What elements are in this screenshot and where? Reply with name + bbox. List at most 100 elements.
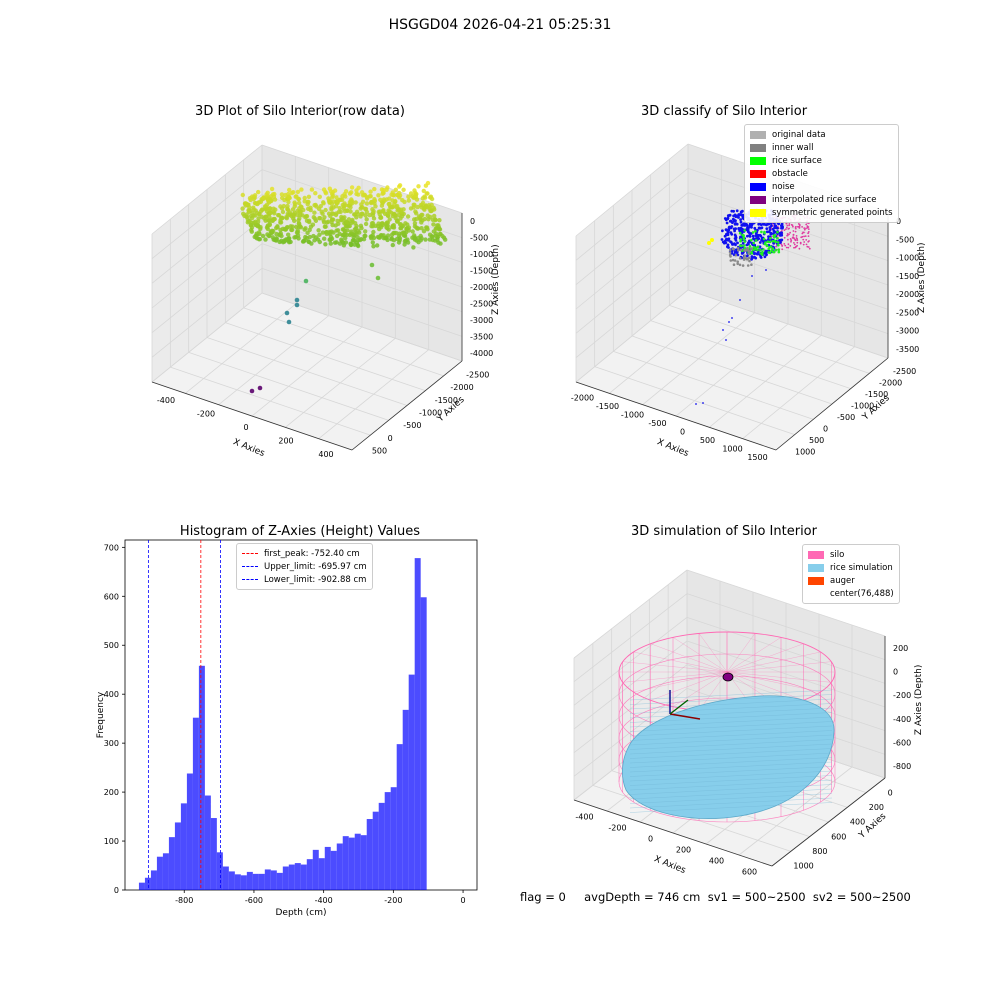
noise-point: [766, 222, 769, 226]
interpolated-surface-point: [787, 246, 790, 249]
x-tick-label: -600: [245, 896, 263, 905]
raw-data-point: [402, 230, 407, 236]
raw-data-point: [386, 201, 391, 207]
raw-data-point: [343, 194, 348, 199]
raw-data-point: [395, 203, 400, 209]
raw-data-point: [385, 211, 390, 217]
rice-mesh-line: [629, 712, 833, 723]
raw-data-point: [317, 239, 322, 245]
raw-data-point: [437, 218, 442, 223]
classify-x-tick-label: -500: [648, 419, 666, 428]
sim-y-tick-label: 200: [869, 803, 884, 812]
raw-data-point: [329, 201, 334, 207]
raw-data-point: [386, 227, 391, 232]
noise-point: [728, 321, 730, 323]
noise-point: [727, 226, 731, 229]
noise-point: [745, 254, 749, 258]
sim-y-tick-label: 600: [831, 832, 846, 841]
raw-data-point: [305, 202, 310, 207]
sim-x-axis-line: [573, 799, 773, 867]
raw-data-point: [282, 238, 287, 243]
noise-point: [742, 222, 746, 226]
interpolated-surface-point: [796, 241, 799, 244]
raw-data-point: [393, 187, 398, 192]
noise-point: [780, 226, 783, 230]
rice-surface-point: [754, 239, 758, 242]
raw-data-point: [391, 238, 397, 243]
raw-data-point: [363, 233, 368, 239]
raw-z-tick-label: -500: [470, 234, 488, 243]
noise-point: [763, 223, 767, 226]
inner-wall-point: [729, 259, 733, 262]
sim-y-axis-line: [771, 777, 886, 867]
interpolated-surface-point: [803, 227, 806, 230]
interpolated-surface-point: [799, 242, 802, 245]
raw-data-point: [367, 212, 372, 218]
noise-point: [735, 214, 739, 218]
noise-point: [733, 250, 737, 254]
noise-point: [757, 226, 761, 230]
symmetric-point: [707, 241, 711, 245]
raw-data-point: [342, 215, 347, 220]
legend-entry: inner wall: [750, 141, 893, 154]
histogram-bar: [306, 859, 313, 890]
raw-data-point: [331, 230, 336, 235]
legend-line-swatch: [242, 553, 258, 554]
noise-point: [732, 227, 736, 231]
inner-wall-point: [744, 249, 747, 252]
raw-z-tick-label: -2500: [470, 299, 493, 308]
raw-data-point: [427, 237, 433, 242]
raw-data-point: [267, 233, 272, 238]
raw-data-point: [306, 239, 312, 245]
noise-point: [731, 221, 734, 225]
noise-point: [756, 252, 759, 256]
raw-data-point: [258, 199, 264, 204]
silo-roof-line: [622, 661, 728, 673]
raw-data-point: [356, 243, 361, 249]
histogram-bar: [228, 871, 235, 890]
raw-data-point: [289, 227, 295, 233]
raw-data-point: [264, 214, 269, 219]
interpolated-surface-point: [790, 240, 792, 243]
raw-data-point: [298, 204, 303, 209]
interpolated-surface-point: [783, 243, 786, 245]
raw-data-point: [272, 211, 277, 216]
interpolated-surface-point: [807, 231, 810, 233]
rice-surface-point: [769, 237, 772, 240]
raw-data-point: [399, 214, 405, 219]
legend-entry: rice surface: [750, 154, 893, 167]
raw-data-point: [331, 205, 336, 210]
noise-point: [758, 241, 762, 244]
rice-surface-point: [768, 240, 772, 244]
rice-mesh-line: [629, 784, 833, 795]
rice-mesh-line: [629, 743, 833, 755]
interpolated-surface-point: [794, 246, 797, 249]
interpolated-surface-point: [781, 230, 783, 232]
interpolated-surface-point: [797, 225, 799, 228]
raw-data-point: [282, 197, 287, 203]
raw-data-point: [403, 221, 408, 226]
histogram-legend: first_peak: -752.40 cm Upper_limit: -695.…: [236, 543, 373, 590]
legend-swatch: [808, 576, 824, 585]
raw-data-point: [364, 194, 369, 200]
noise-point: [748, 225, 752, 229]
raw-data-point: [330, 217, 336, 222]
raw-data-point: [443, 237, 448, 242]
raw-data-point: [395, 192, 400, 198]
y-tick-label: 400: [104, 690, 119, 699]
raw-data-point: [342, 228, 347, 233]
noise-point: [748, 234, 751, 237]
interpolated-surface-point: [785, 226, 788, 229]
rice-surface-point: [750, 238, 753, 242]
raw-data-point: [412, 224, 418, 229]
interpolated-surface-point: [805, 227, 807, 230]
raw-y-tick-label: -1500: [435, 396, 458, 405]
raw-data-point: [347, 191, 353, 196]
interpolated-surface-point: [795, 235, 798, 237]
interpolated-surface-point: [802, 238, 805, 241]
noise-point: [736, 253, 740, 257]
raw-data-point: [279, 192, 285, 197]
